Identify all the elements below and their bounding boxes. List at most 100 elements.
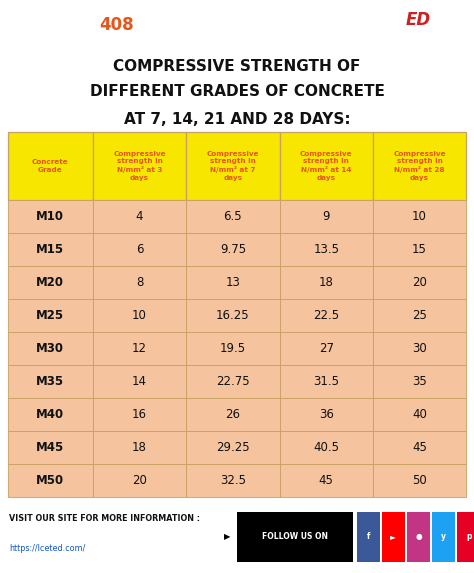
Bar	[93, 266, 186, 299]
Bar	[8, 132, 93, 199]
Text: p: p	[466, 532, 472, 541]
Bar	[186, 332, 280, 365]
Bar	[93, 398, 186, 431]
Bar	[280, 365, 373, 398]
Bar	[8, 266, 93, 299]
Text: y: y	[441, 532, 446, 541]
Bar	[93, 365, 186, 398]
Bar	[280, 464, 373, 497]
Bar	[186, 266, 280, 299]
Text: ●: ●	[415, 532, 422, 541]
Text: 8: 8	[136, 276, 143, 289]
Bar	[8, 233, 93, 266]
Text: Compressive
strength in
N/mm² at 28
days: Compressive strength in N/mm² at 28 days	[393, 151, 446, 180]
Bar	[280, 233, 373, 266]
Text: COMPRESSIVE STRENGTH OF: COMPRESSIVE STRENGTH OF	[113, 59, 361, 74]
Text: 35: 35	[412, 375, 427, 388]
Bar	[8, 398, 93, 431]
Bar	[93, 233, 186, 266]
Text: M30: M30	[36, 342, 64, 355]
Text: 20: 20	[132, 474, 147, 487]
Bar	[357, 512, 380, 562]
Text: LCET: LCET	[341, 11, 387, 29]
Text: 26: 26	[225, 408, 240, 421]
Text: 20: 20	[412, 276, 427, 289]
Text: TIPS: TIPS	[19, 16, 61, 34]
Text: 6.5: 6.5	[224, 210, 242, 222]
Bar	[280, 398, 373, 431]
Bar	[280, 431, 373, 464]
Bar	[237, 512, 353, 562]
Bar	[432, 512, 455, 562]
Bar	[93, 464, 186, 497]
Text: FOLLOW US ON: FOLLOW US ON	[262, 532, 328, 541]
Bar	[186, 299, 280, 332]
Bar	[8, 365, 93, 398]
Bar	[8, 464, 93, 497]
Text: 12: 12	[132, 342, 147, 355]
Text: 40: 40	[412, 408, 427, 421]
Bar	[373, 332, 466, 365]
Bar	[93, 332, 186, 365]
Text: 16: 16	[132, 408, 147, 421]
Bar	[93, 199, 186, 233]
Bar	[93, 431, 186, 464]
Text: 32.5: 32.5	[220, 474, 246, 487]
Bar	[8, 199, 93, 233]
Bar	[373, 233, 466, 266]
Bar	[186, 398, 280, 431]
Text: f: f	[366, 532, 370, 541]
Text: 25: 25	[412, 309, 427, 321]
Bar	[280, 199, 373, 233]
Text: 22.75: 22.75	[216, 375, 250, 388]
Bar	[186, 199, 280, 233]
Text: DIFFERENT GRADES OF CONCRETE: DIFFERENT GRADES OF CONCRETE	[90, 84, 384, 100]
Bar	[186, 431, 280, 464]
Text: 13.5: 13.5	[313, 242, 339, 256]
Bar	[8, 332, 93, 365]
Text: 6: 6	[136, 242, 143, 256]
Text: 50: 50	[412, 474, 427, 487]
Text: Compressive
strength in
N/mm² at 3
days: Compressive strength in N/mm² at 3 days	[113, 151, 166, 180]
Bar	[382, 512, 405, 562]
Bar	[186, 365, 280, 398]
Text: M20: M20	[36, 276, 64, 289]
Bar	[373, 266, 466, 299]
Bar	[280, 132, 373, 199]
Text: 13: 13	[226, 276, 240, 289]
Bar	[8, 299, 93, 332]
Bar	[93, 299, 186, 332]
Text: 4: 4	[136, 210, 143, 222]
Text: Concrete
Grade: Concrete Grade	[32, 159, 69, 172]
Text: 27: 27	[319, 342, 334, 355]
Text: 30: 30	[412, 342, 427, 355]
Bar	[457, 512, 474, 562]
Text: 10: 10	[412, 210, 427, 222]
Text: 9: 9	[323, 210, 330, 222]
Text: 40.5: 40.5	[313, 441, 339, 454]
Text: 14: 14	[132, 375, 147, 388]
Text: M50: M50	[36, 474, 64, 487]
Text: https://lceted.com/: https://lceted.com/	[9, 544, 86, 553]
Bar	[280, 299, 373, 332]
Bar	[8, 431, 93, 464]
Text: 10: 10	[132, 309, 147, 321]
Bar	[373, 132, 466, 199]
Bar	[373, 398, 466, 431]
Bar	[407, 512, 430, 562]
Text: M45: M45	[36, 441, 64, 454]
Bar	[373, 365, 466, 398]
Text: 45: 45	[412, 441, 427, 454]
Bar	[280, 266, 373, 299]
Text: 22.5: 22.5	[313, 309, 339, 321]
Text: M15: M15	[36, 242, 64, 256]
Bar	[186, 464, 280, 497]
Text: INSTITUTE FOR CIVIL ENGINEERS: INSTITUTE FOR CIVIL ENGINEERS	[341, 40, 428, 45]
Bar	[373, 464, 466, 497]
Text: ▶: ▶	[224, 532, 231, 541]
Text: Compressive
strength in
N/mm² at 7
days: Compressive strength in N/mm² at 7 days	[207, 151, 259, 180]
Text: 16.25: 16.25	[216, 309, 250, 321]
Text: TM: TM	[457, 10, 464, 14]
Text: M25: M25	[36, 309, 64, 321]
Bar	[186, 233, 280, 266]
